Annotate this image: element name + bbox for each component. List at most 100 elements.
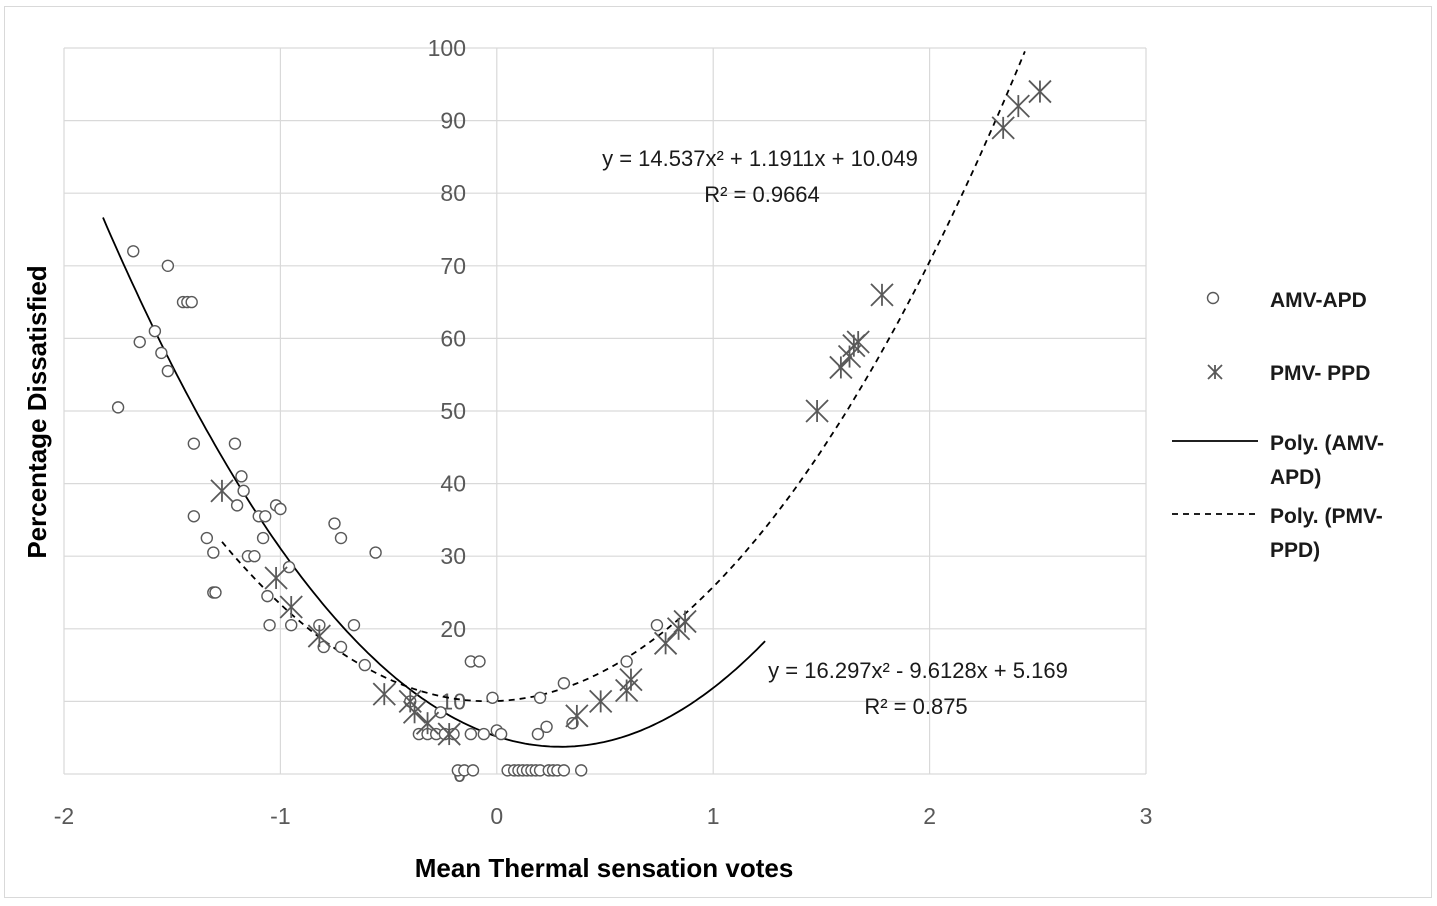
amv-apd-point (263, 618, 276, 632)
pmv-ppd-point (437, 722, 461, 746)
amv-apd-point (369, 546, 382, 559)
amv-apd-point (566, 716, 579, 730)
amv-apd-point (111, 401, 125, 414)
amv-apd-point (464, 727, 478, 741)
amv-apd-point (185, 295, 198, 309)
pmv-ppd-point (1028, 79, 1052, 104)
amv-apd-point (477, 727, 491, 741)
chart-frame (4, 6, 1432, 898)
amv-apd-point (209, 586, 222, 599)
data-points (111, 79, 1052, 777)
x-tick-labels: -2 -1 0 1 2 3 (54, 803, 1153, 829)
legend-label: APD) (1270, 466, 1321, 489)
r-squared-pmv-ppd: R² = 0.9664 (704, 182, 820, 207)
y-tick-label: 20 (440, 616, 466, 642)
amv-apd-point (200, 531, 214, 545)
x-tick-label: 2 (923, 803, 936, 829)
amv-apd-point (248, 550, 261, 563)
amv-apd-point (328, 517, 341, 530)
y-tick-label: 30 (440, 543, 466, 569)
y-tick-label: 70 (440, 253, 466, 279)
equation-amv-apd: y = 16.297x² - 9.6128x + 5.169 (768, 658, 1068, 683)
amv-apd-point (256, 531, 270, 545)
y-tick-label: 90 (440, 108, 466, 134)
y-tick-label: 60 (440, 325, 466, 351)
amv-apd-point (486, 691, 499, 704)
amv-apd-point (127, 245, 140, 258)
amv-apd-point (540, 720, 553, 734)
legend-label: Poly. (AMV- (1270, 432, 1384, 455)
y-tick-label: 50 (440, 398, 466, 424)
legend-item: AMV-APD (1206, 289, 1367, 312)
pmv-ppd-point (372, 682, 396, 706)
legend-circle-marker (1206, 291, 1220, 305)
amv-apd-point (574, 764, 588, 777)
legend-star-marker (1207, 364, 1223, 380)
r-squared-amv-apd: R² = 0.875 (864, 694, 967, 719)
legend-item: PMV- PPD (1207, 362, 1370, 385)
amv-apd-point (161, 259, 175, 272)
amv-apd-point (155, 346, 168, 360)
amv-apd-point (230, 499, 244, 512)
amv-apd-point (228, 437, 242, 450)
equation-pmv-ppd: y = 14.537x² + 1.1911x + 10.049 (602, 146, 918, 171)
pmv-ppd-point (565, 704, 589, 728)
pmv-ppd-point (402, 700, 427, 724)
pmv-ppd-point (870, 283, 894, 307)
x-tick-label: 3 (1140, 803, 1153, 829)
pmv-ppd-point (279, 595, 303, 619)
pmv-ppd-point (1006, 94, 1030, 118)
pmv-ppd-point (673, 609, 697, 634)
amv-apd-point (148, 324, 162, 338)
amv-apd-point (358, 658, 371, 672)
legend: AMV-APD PMV- PPD Poly. (AMV- APD) Poly. (PMV… (1172, 289, 1384, 562)
y-tick-labels: 0102030405060708090100 (428, 35, 466, 787)
legend-label: PMV- PPD (1270, 362, 1370, 385)
amv-apd-point (494, 727, 508, 741)
x-tick-label: 1 (707, 803, 720, 829)
trendline-equations: y = 16.297x² - 9.6128x + 5.169 R² = 0.875… (602, 146, 1068, 719)
legend-label: AMV-APD (1270, 289, 1367, 312)
legend-item: Poly. (AMV- APD) (1172, 432, 1384, 489)
pmv-ppd-point (210, 479, 234, 503)
legend-label: PPD) (1270, 539, 1320, 562)
amv-apd-point (531, 727, 545, 741)
amv-apd-point (282, 560, 296, 574)
amv-apd-point (334, 531, 348, 545)
legend-item: Poly. (PMV- PPD) (1172, 505, 1383, 562)
amv-apd-point (650, 618, 664, 632)
amv-apd-point (334, 640, 348, 654)
pmv-ppd-point (829, 355, 853, 380)
amv-apd-point (274, 502, 287, 516)
y-tick-label: 80 (440, 180, 466, 206)
amv-apd-point (285, 618, 298, 632)
pmv-ppd-point (415, 711, 440, 735)
x-axis-title: Mean Thermal sensation votes (415, 853, 794, 883)
amv-apd-point (187, 437, 201, 450)
x-tick-label: -1 (270, 803, 290, 829)
amv-apd-point (207, 546, 220, 559)
pmv-ppd-point (846, 330, 870, 354)
amv-apd-point (620, 655, 633, 668)
x-tick-label: 0 (490, 803, 503, 829)
amv-apd-point (557, 677, 571, 690)
grid-lines (63, 47, 1147, 775)
pmv-ppd-point (805, 399, 829, 423)
pmv-ppd-point (264, 566, 288, 590)
amv-apd-point (259, 510, 272, 523)
amv-apd-point (434, 706, 447, 719)
x-tick-label: -2 (54, 803, 74, 829)
pmv-ppd-point (589, 689, 613, 714)
amv-apd-point (235, 470, 248, 483)
y-tick-label: 40 (440, 471, 466, 497)
amv-apd-point (237, 484, 250, 498)
trendline-amv-apd (102, 217, 766, 748)
amv-apd-point (466, 764, 480, 777)
amv-apd-point (533, 691, 547, 704)
amv-apd-point (473, 655, 486, 668)
y-tick-label: 100 (428, 35, 466, 61)
pmv-ppd-point (307, 624, 331, 648)
amv-apd-point (133, 335, 146, 349)
y-axis-title: Percentage Dissatisfied (22, 265, 52, 558)
